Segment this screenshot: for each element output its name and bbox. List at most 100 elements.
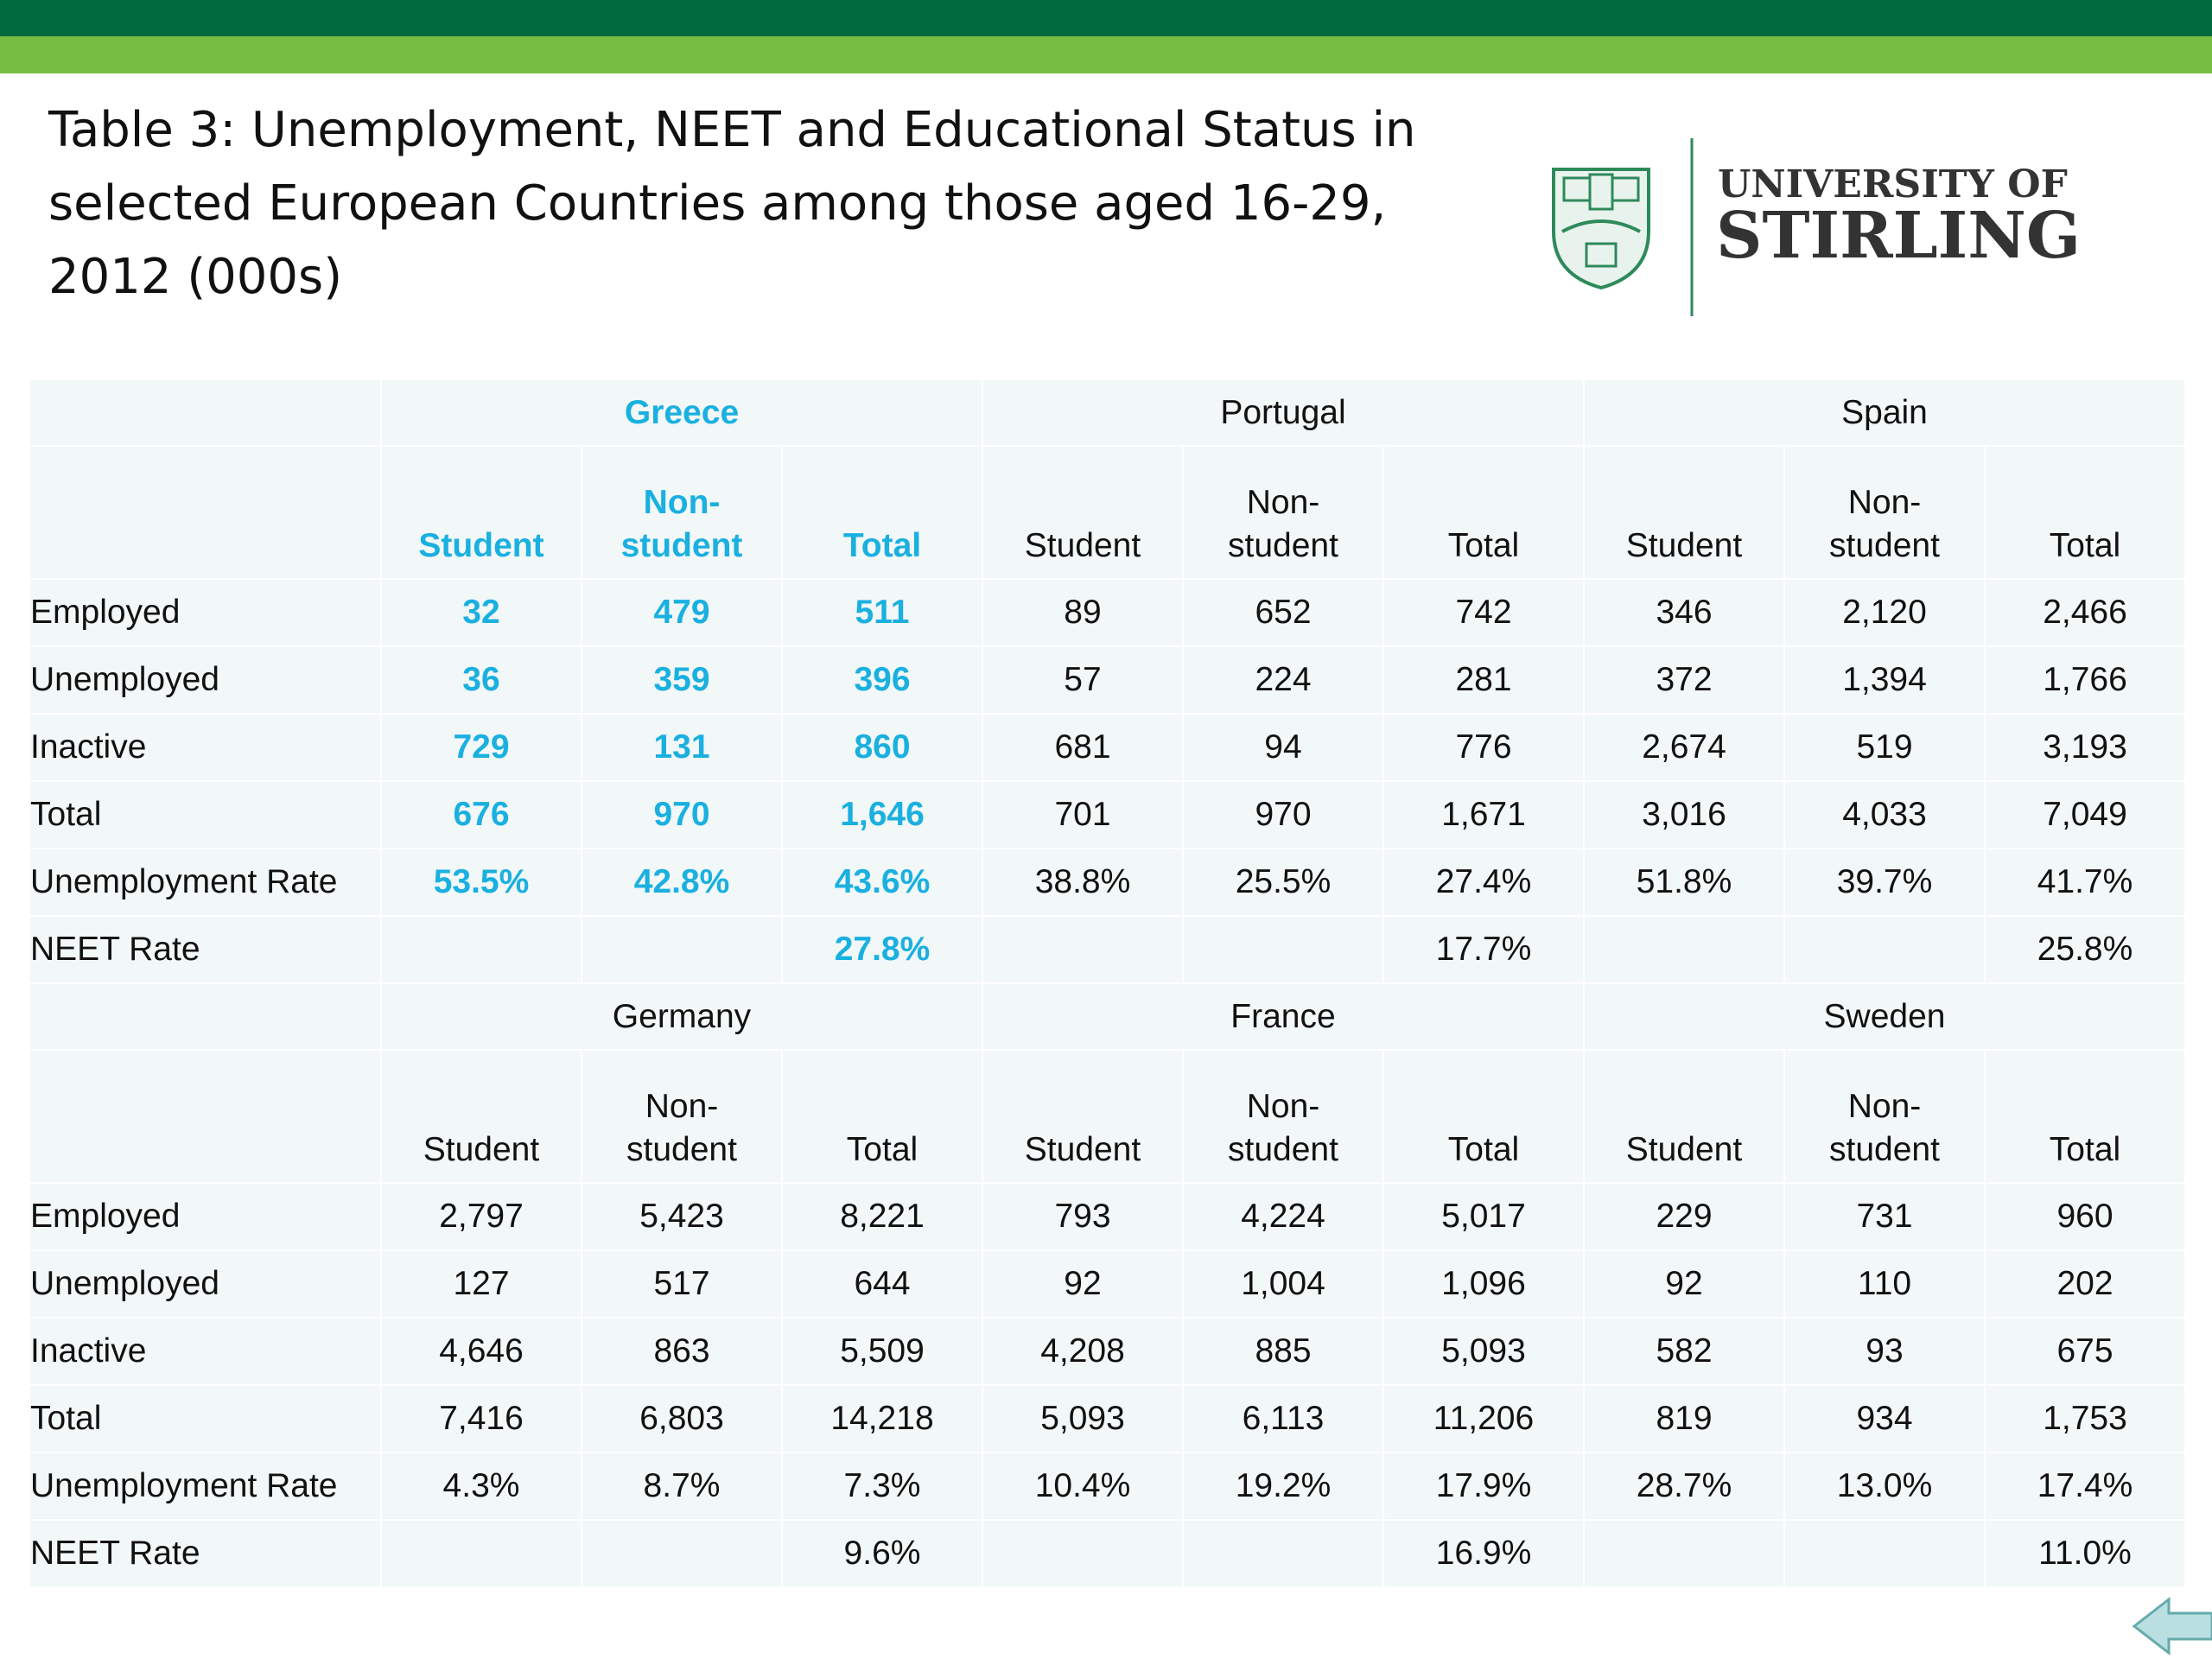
data-cell: 6,113 <box>1182 1384 1384 1453</box>
data-cell: 11,206 <box>1382 1384 1585 1453</box>
empty-cell <box>581 1519 783 1588</box>
data-cell: 39.7% <box>1783 848 1986 917</box>
row-label: NEET Rate <box>29 915 382 984</box>
data-cell: 644 <box>781 1249 983 1319</box>
data-cell: 89 <box>982 578 1184 647</box>
empty-cell <box>1583 915 1785 984</box>
data-cell: 42.8% <box>581 848 783 917</box>
accent-bar <box>0 36 2212 73</box>
logo-line1: UNIVERSITY OF <box>1718 162 2068 207</box>
data-cell: 5,423 <box>581 1182 783 1251</box>
data-cell: 25.8% <box>1984 915 2186 984</box>
data-cell: 13.0% <box>1783 1452 1986 1521</box>
data-cell: 4,033 <box>1783 780 1986 849</box>
country-header: France <box>982 982 1585 1051</box>
data-row: Employed 2,797 5,423 8,221 793 4,224 5,017 229 7… <box>29 1182 2186 1251</box>
data-cell: 960 <box>1984 1182 2186 1251</box>
subheader-row: Student Non- student Total Student Non- stud… <box>29 1049 2186 1184</box>
empty-cell <box>1182 915 1384 984</box>
data-row: Unemployment Rate 53.5% 42.8% 43.6% 38.8% 25.… <box>29 848 2186 917</box>
empty-cell <box>1182 1519 1384 1588</box>
row-label: Employed <box>29 578 382 647</box>
data-cell: 742 <box>1382 578 1585 647</box>
country-header: Spain <box>1583 378 2186 447</box>
data-cell: 675 <box>1984 1317 2186 1386</box>
column-header: Student <box>380 1049 582 1184</box>
data-cell: 10.4% <box>982 1452 1184 1521</box>
data-cell: 776 <box>1382 713 1585 782</box>
data-cell: 1,646 <box>781 780 983 849</box>
column-header: Non- student <box>1783 1049 1986 1184</box>
column-header: Non- student <box>1783 445 1986 580</box>
data-cell: 2,797 <box>380 1182 582 1251</box>
data-cell: 17.9% <box>1382 1452 1585 1521</box>
data-cell: 511 <box>781 578 983 647</box>
logo: UNIVERSITY OF STIRLING <box>1552 138 2081 316</box>
data-cell: 1,004 <box>1182 1249 1384 1319</box>
data-cell: 94 <box>1182 713 1384 782</box>
back-arrow[interactable] <box>2131 1594 2212 1659</box>
data-cell: 224 <box>1182 645 1384 715</box>
column-header: Total <box>1984 445 2186 580</box>
logo-line2: STIRLING <box>1716 199 2081 273</box>
data-cell: 16.9% <box>1382 1519 1585 1588</box>
data-cell: 731 <box>1783 1182 1986 1251</box>
data-cell: 3,193 <box>1984 713 2186 782</box>
data-cell: 110 <box>1783 1249 1986 1319</box>
data-cell: 934 <box>1783 1384 1986 1453</box>
data-cell: 43.6% <box>781 848 983 917</box>
data-cell: 8.7% <box>581 1452 783 1521</box>
data-row: Unemployed 36 359 396 57 224 281 372 1,394 1,766 <box>29 645 2186 715</box>
data-cell: 346 <box>1583 578 1785 647</box>
cell <box>29 378 382 447</box>
data-cell: 17.4% <box>1984 1452 2186 1521</box>
cell <box>29 982 382 1051</box>
data-cell: 38.8% <box>982 848 1184 917</box>
data-cell: 2,120 <box>1783 578 1986 647</box>
data-cell: 14,218 <box>781 1384 983 1453</box>
country-header: Germany <box>380 982 983 1051</box>
empty-cell <box>1583 1519 1785 1588</box>
empty-cell <box>982 1519 1184 1588</box>
data-cell: 860 <box>781 713 983 782</box>
data-cell: 6,803 <box>581 1384 783 1453</box>
row-label: Employed <box>29 1182 382 1251</box>
empty-cell <box>982 915 1184 984</box>
row-label: Inactive <box>29 713 382 782</box>
data-cell: 652 <box>1182 578 1384 647</box>
data-cell: 970 <box>1182 780 1384 849</box>
data-cell: 1,753 <box>1984 1384 2186 1453</box>
cell <box>29 1049 382 1184</box>
data-cell: 793 <box>982 1182 1184 1251</box>
data-cell: 2,466 <box>1984 578 2186 647</box>
data-cell: 372 <box>1583 645 1785 715</box>
empty-cell <box>380 1519 582 1588</box>
column-header: Student <box>982 445 1184 580</box>
column-header: Total <box>781 445 983 580</box>
data-cell: 11.0% <box>1984 1519 2186 1588</box>
row-label: Total <box>29 1384 382 1453</box>
row-label: Inactive <box>29 1317 382 1386</box>
data-cell: 229 <box>1583 1182 1785 1251</box>
data-row: Total 676 970 1,646 701 970 1,671 3,016 4,033 7,0… <box>29 780 2186 849</box>
subheader-row: Student Non- student Total Student Non- stud… <box>29 445 2186 580</box>
empty-cell <box>1783 1519 1986 1588</box>
column-header: Student <box>982 1049 1184 1184</box>
data-cell: 92 <box>1583 1249 1785 1319</box>
data-cell: 4,224 <box>1182 1182 1384 1251</box>
data-cell: 28.7% <box>1583 1452 1785 1521</box>
data-cell: 8,221 <box>781 1182 983 1251</box>
row-label: Unemployment Rate <box>29 848 382 917</box>
top-bar <box>0 0 2212 36</box>
row-label: Unemployment Rate <box>29 1452 382 1521</box>
row-label: Unemployed <box>29 1249 382 1319</box>
data-cell: 202 <box>1984 1249 2186 1319</box>
data-cell: 7,416 <box>380 1384 582 1453</box>
data-cell: 1,766 <box>1984 645 2186 715</box>
data-cell: 3,016 <box>1583 780 1785 849</box>
data-cell: 7.3% <box>781 1452 983 1521</box>
data-cell: 517 <box>581 1249 783 1319</box>
data-cell: 5,093 <box>982 1384 1184 1453</box>
data-cell: 729 <box>380 713 582 782</box>
